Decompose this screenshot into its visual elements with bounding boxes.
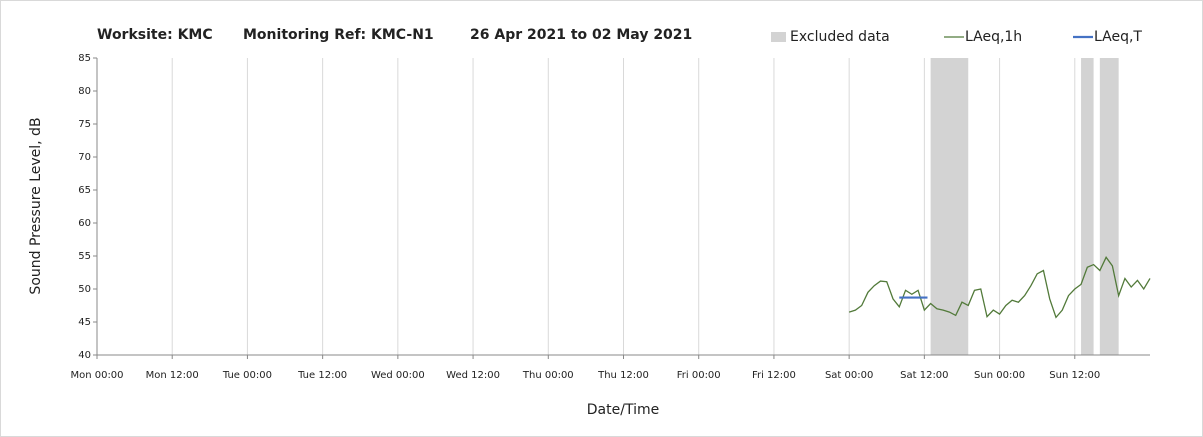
excluded-band xyxy=(930,58,969,355)
x-tick-label: Sun 12:00 xyxy=(1049,370,1100,381)
y-tick-label: 45 xyxy=(78,317,91,328)
y-tick-label: 70 xyxy=(78,152,91,163)
x-tick-label: Mon 12:00 xyxy=(146,370,199,381)
x-tick-label: Thu 12:00 xyxy=(597,370,649,381)
x-tick-label: Sun 00:00 xyxy=(974,370,1025,381)
y-tick-label: 50 xyxy=(78,284,91,295)
y-tick-label: 75 xyxy=(78,119,91,130)
series-line xyxy=(848,256,1151,319)
x-tick-label: Sat 00:00 xyxy=(825,370,873,381)
legend-label: LAeq,1h xyxy=(965,29,1022,45)
x-tick-label: Tue 12:00 xyxy=(297,370,347,381)
x-tick-label: Wed 12:00 xyxy=(446,370,500,381)
x-tick-label: Sat 12:00 xyxy=(900,370,948,381)
y-tick-label: 40 xyxy=(78,350,91,361)
y-tick-label: 85 xyxy=(78,53,91,64)
x-tick-label: Fri 12:00 xyxy=(752,370,796,381)
y-axis-label: Sound Pressure Level, dB xyxy=(28,117,44,294)
y-tick-label: 60 xyxy=(78,218,91,229)
legend-label: LAeq,T xyxy=(1094,29,1142,45)
x-tick-label: Tue 00:00 xyxy=(222,370,272,381)
title-ref: Monitoring Ref: KMC-N1 xyxy=(243,27,434,43)
x-tick-label: Mon 00:00 xyxy=(70,370,123,381)
y-tick-label: 55 xyxy=(78,251,91,262)
x-tick-label: Fri 00:00 xyxy=(677,370,721,381)
x-tick-label: Thu 00:00 xyxy=(522,370,574,381)
excluded-band xyxy=(1081,58,1094,355)
y-tick-label: 65 xyxy=(78,185,91,196)
legend-label: Excluded data xyxy=(790,29,890,45)
legend-swatch xyxy=(771,32,786,42)
x-tick-label: Wed 00:00 xyxy=(371,370,425,381)
excluded-band xyxy=(1099,58,1119,355)
title-worksite: Worksite: KMC xyxy=(97,27,213,43)
title-dates: 26 Apr 2021 to 02 May 2021 xyxy=(470,27,692,43)
x-axis-label: Date/Time xyxy=(587,402,659,418)
y-tick-label: 80 xyxy=(78,86,91,97)
